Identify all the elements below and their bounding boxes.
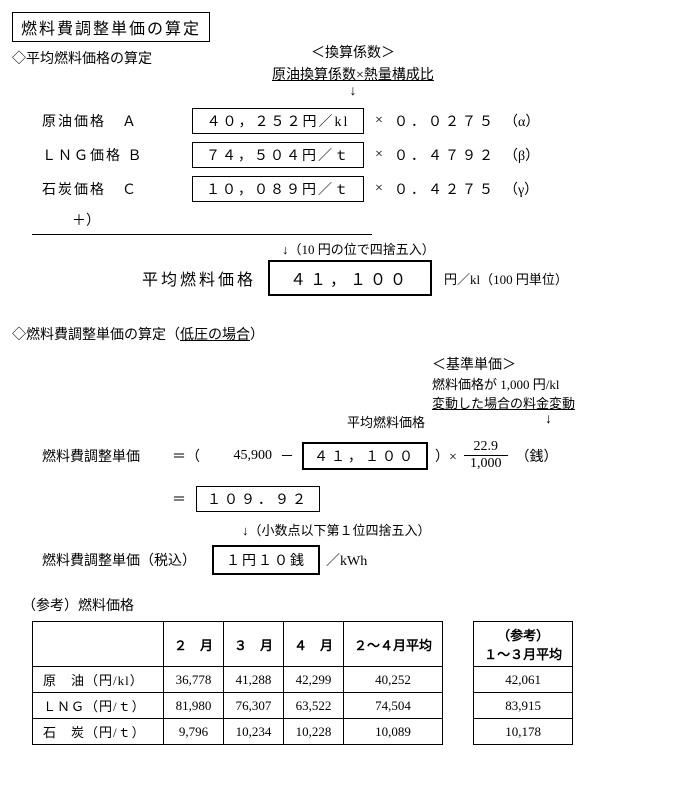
col-head-extra: （参考） １～３月平均 [474, 622, 573, 667]
row-value: ７４，５０４円／ｔ [192, 142, 364, 168]
row-head: 原 油（円/kl） [33, 667, 164, 693]
avg-row: 平均燃料価格 ４１，１００ 円／kl（100 円単位） [12, 260, 669, 296]
row-greek: （α） [504, 111, 564, 131]
col-sep [443, 719, 474, 745]
final-label: 燃料費調整単価（税込） [12, 550, 212, 570]
cell: 10,089 [344, 719, 443, 745]
cell: 42,061 [474, 667, 573, 693]
row-greek: （γ） [504, 179, 564, 199]
cell: 10,228 [284, 719, 344, 745]
section2-heading-close: ） [250, 328, 264, 343]
col-head: ３ 月 [224, 622, 284, 667]
col-sep [443, 693, 474, 719]
lhs: 燃料費調整単価 [12, 446, 172, 466]
row-times: × [364, 147, 394, 163]
section2-heading: ◇燃料費調整単価の算定（ [12, 328, 180, 343]
row-label: 石炭価格 Ｃ [12, 179, 192, 199]
avg-value-box: ４１，１００ [268, 260, 432, 296]
conv-sub: 原油換算係数×熱量構成比 [272, 64, 434, 84]
base-line1: 燃料価格が 1,000 円/kl [432, 374, 669, 393]
avg-label: 平均燃料価格 [142, 266, 256, 290]
row-coef: ０．４７９２ [394, 145, 504, 165]
conv-header: ＜換算係数＞ [272, 42, 434, 62]
cell: 10,178 [474, 719, 573, 745]
final-row: 燃料費調整単価（税込） １円１０銭 ／kWh [12, 545, 669, 575]
round-note: ↓（10 円の位で四捨五入） [12, 239, 669, 258]
col-head: ２ 月 [164, 622, 224, 667]
frac-num: 22.9 [464, 439, 508, 456]
cell: 81,980 [164, 693, 224, 719]
plus-sign: ＋） [12, 210, 669, 230]
row-times: × [364, 181, 394, 197]
row-coef: ０．０２７５ [394, 111, 504, 131]
cell: 83,915 [474, 693, 573, 719]
section1-heading: ◇平均燃料価格の算定 [12, 48, 152, 68]
row-label: 原油価格 Ａ [12, 111, 192, 131]
arrow2: ↓ [545, 412, 552, 431]
cell: 76,307 [224, 693, 284, 719]
eq: ＝（ [172, 446, 202, 466]
minus: － [272, 446, 302, 466]
row-head: ＬＮＧ（円/ｔ） [33, 693, 164, 719]
row-greek: （β） [504, 145, 564, 165]
table-row: 原 油（円/kl） 36,778 41,288 42,299 40,252 42… [33, 667, 573, 693]
table-row: ２ 月 ３ 月 ４ 月 ２～４月平均 （参考） １～３月平均 [33, 622, 573, 667]
row-label: ＬＮＧ価格 Ｂ [12, 145, 192, 165]
row-coef: ０．４２７５ [394, 179, 504, 199]
row-head: 石 炭（円/ｔ） [33, 719, 164, 745]
conv-arrow: ↓ [272, 84, 434, 100]
cell: 40,252 [344, 667, 443, 693]
ref-table: ２ 月 ３ 月 ４ 月 ２～４月平均 （参考） １～３月平均 原 油（円/kl）… [32, 621, 573, 745]
avg-box2: ４１，１００ [302, 442, 428, 470]
cell: 10,234 [224, 719, 284, 745]
formula-row: 燃料費調整単価 ＝（ 45,900 － ４１，１００ ）× 22.9 1,000… [12, 439, 669, 472]
const: 45,900 [202, 448, 272, 464]
section2-heading-ul: 低圧の場合 [180, 328, 250, 343]
fraction: 22.9 1,000 [464, 439, 508, 472]
col-head: ２～４月平均 [344, 622, 443, 667]
row-value: １０，０８９円／ｔ [192, 176, 364, 202]
col-head [33, 622, 164, 667]
cell: 74,504 [344, 693, 443, 719]
col-sep [443, 667, 474, 693]
col-head: ４ 月 [284, 622, 344, 667]
col-sep [443, 622, 474, 667]
table-row: ＬＮＧ（円/ｔ） 81,980 76,307 63,522 74,504 83,… [33, 693, 573, 719]
avg-unit: 円／kl（100 円単位） [444, 269, 568, 288]
base-line2: 変動した場合の料金変動 [432, 393, 669, 412]
cell: 41,288 [224, 667, 284, 693]
price-row: 原油価格 Ａ ４０，２５２円／kl × ０．０２７５ （α） [12, 108, 669, 134]
frac-den: 1,000 [464, 456, 508, 472]
round-note2: ↓（小数点以下第１位四捨五入） [12, 520, 669, 539]
cell: 36,778 [164, 667, 224, 693]
result-row: ＝ １０９．９２ [12, 486, 669, 512]
base-header: ＜基準単価＞ [432, 354, 669, 374]
final-unit: ／kWh [326, 550, 367, 570]
close-times: ）× [428, 446, 464, 466]
cell: 42,299 [284, 667, 344, 693]
ref-heading: （参考）燃料価格 [12, 595, 669, 615]
sum-line [32, 234, 372, 235]
row-times: × [364, 113, 394, 129]
row-value: ４０，２５２円／kl [192, 108, 364, 134]
table-row: 石 炭（円/ｔ） 9,796 10,234 10,228 10,089 10,1… [33, 719, 573, 745]
eq2: ＝ [172, 489, 196, 509]
unit-sen: （銭） [516, 446, 558, 466]
result-box: １０９．９２ [196, 486, 320, 512]
final-value-box: １円１０銭 [212, 545, 320, 575]
price-row: 石炭価格 Ｃ １０，０８９円／ｔ × ０．４２７５ （γ） [12, 176, 669, 202]
price-row: ＬＮＧ価格 Ｂ ７４，５０４円／ｔ × ０．４７９２ （β） [12, 142, 669, 168]
page-title: 燃料費調整単価の算定 [12, 12, 210, 42]
avg-price-label: 平均燃料価格 [347, 412, 425, 431]
cell: 9,796 [164, 719, 224, 745]
cell: 63,522 [284, 693, 344, 719]
